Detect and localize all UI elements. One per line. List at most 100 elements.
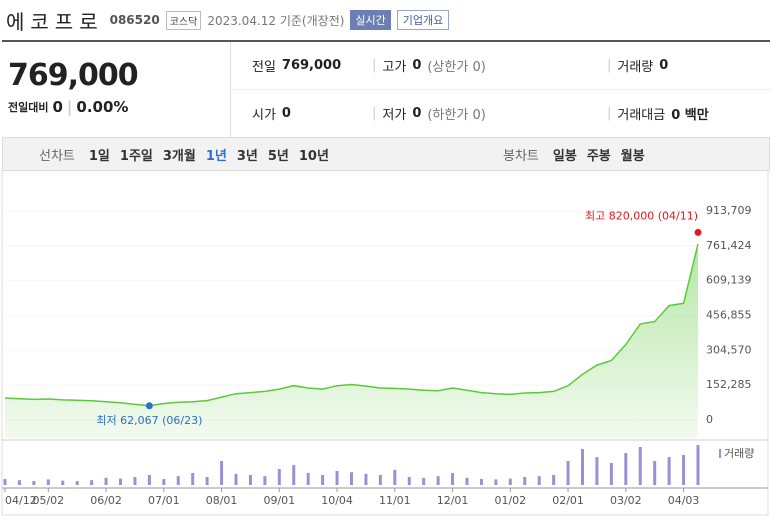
summary-note: (하한가 0) [427,108,486,123]
summary-value: 769,000 [281,58,342,73]
volume-bar [61,480,65,485]
volume-bar [479,479,483,485]
header: 에코프로 086520 코스닥 2023.04.12 기준(개장전) 실시간 기… [6,6,450,34]
volume-bar [162,479,166,485]
annotation-label: 최저 62,067 (06/23) [96,414,202,427]
period-tab[interactable]: 5년 [267,148,289,164]
realtime-button[interactable]: 실시간 [350,10,391,30]
summary-row: 시가 0 | 저가 0 (하한가 0) | 거래대금 0 백만 [232,90,770,137]
summary-cell: 시가 0 [252,104,291,123]
price-line [4,243,699,407]
summary-value: 0 [412,58,422,73]
divider: | [607,106,612,121]
company-button[interactable]: 기업개요 [396,10,450,30]
summary-value: 0 백만 [671,108,709,123]
change-label: 전일대비 [8,101,49,114]
volume-bar [75,481,79,485]
volume-bar [667,457,671,485]
volume-bar [292,465,296,485]
volume-bar [407,477,411,485]
x-tick-label: 04/12 [5,494,37,507]
chart-tabs: 선차트 1일 1주일 3개월 1년 3년 5년 10년 봉차트 일봉 주봉 월봉 [2,137,770,171]
x-tick-label: 08/01 [206,494,238,507]
x-tick-label: 02/01 [552,494,584,507]
y-tick-label: 456,855 [706,308,752,321]
annotation-dot [694,228,702,236]
summary-note: (상한가 0) [427,60,486,75]
y-tick-label: 913,709 [706,204,752,217]
period-tab[interactable]: 1년 [205,148,227,164]
x-tick-label: 11/01 [379,494,411,507]
change: 전일대비 0 | 0.00% [8,98,128,116]
volume-bar [234,473,238,485]
volume-bar [306,473,310,485]
summary-label: 전일 [252,60,276,75]
volume-bar [104,477,108,485]
current-price: 769,000 [8,58,139,93]
volume-bar [393,469,397,485]
period-tab[interactable]: 3년 [236,148,258,164]
summary-value: 0 [281,106,291,121]
volume-bar [277,469,281,485]
summary-value: 0 [412,106,422,121]
x-tick-label: 09/01 [263,494,295,507]
quote-box: 769,000 전일대비 0 | 0.00% 전일 769,000 | 고가 0 (상한가… [2,40,770,138]
volume-bar [350,472,353,485]
stock-name: 에코프로 [6,9,104,34]
y-tick-label: 0 [706,413,713,426]
candle-tab[interactable]: 주봉 [586,148,611,164]
volume-bar [451,473,455,485]
volume-bar [133,477,137,485]
x-tick-label: 03/02 [610,494,642,507]
y-tick-label: 761,424 [706,239,752,252]
volume-bar [624,453,628,485]
volume-bar [436,476,440,485]
period-tab[interactable]: 10년 [298,148,329,164]
summary-label: 거래대금 [617,108,666,123]
volume-bar [595,457,599,485]
change-value: 0 [52,98,63,116]
volume-bar [378,475,382,485]
summary-label: 거래량 [617,60,654,75]
volume-bar [17,480,21,485]
volume-bar [696,445,700,485]
summary-cell: | 저가 0 (하한가 0) [372,104,486,123]
y-tick-label: 304,570 [706,343,752,356]
volume-bar [682,455,686,485]
volume-bar [653,461,657,485]
summary-cell: | 거래량 0 [607,56,668,75]
annotation-dot [145,402,153,410]
volume-bar [32,481,36,485]
period-tab[interactable]: 1일 [88,148,110,164]
volume-bar [205,477,209,485]
volume-bar [508,478,512,485]
volume-bar [176,476,180,485]
volume-bar [537,476,541,485]
stock-code: 086520 [109,13,160,27]
x-tick-label: 05/02 [32,494,64,507]
volume-bar [119,478,122,485]
volume-bar [335,471,339,485]
summary-value: 0 [659,58,669,73]
x-tick-label: 04/03 [668,494,700,507]
period-tab[interactable]: 3개월 [162,148,196,164]
volume-bar [46,479,50,485]
price-panel: 769,000 전일대비 0 | 0.00% [2,42,231,137]
volume-bar [638,447,642,485]
volume-bar [220,461,224,485]
period-tab[interactable]: 1주일 [119,148,153,164]
volume-bar [422,477,426,485]
volume-legend: 거래량 [724,447,754,460]
x-tick-label: 01/02 [494,494,526,507]
candle-tab[interactable]: 일봉 [552,148,577,164]
summary-cell: 전일 769,000 [252,56,341,75]
summary-cell: | 고가 0 (상한가 0) [372,56,486,75]
volume-bar [3,479,7,485]
volume-bar [609,463,613,485]
chart: 0 152,285 304,570 456,855 609,139 761,424 913,… [1,170,769,516]
volume-bar [364,473,368,485]
volume-bar [191,473,195,485]
volume-bar [147,475,151,485]
candle-tab[interactable]: 월봉 [620,148,645,164]
summary-label: 시가 [252,108,276,123]
